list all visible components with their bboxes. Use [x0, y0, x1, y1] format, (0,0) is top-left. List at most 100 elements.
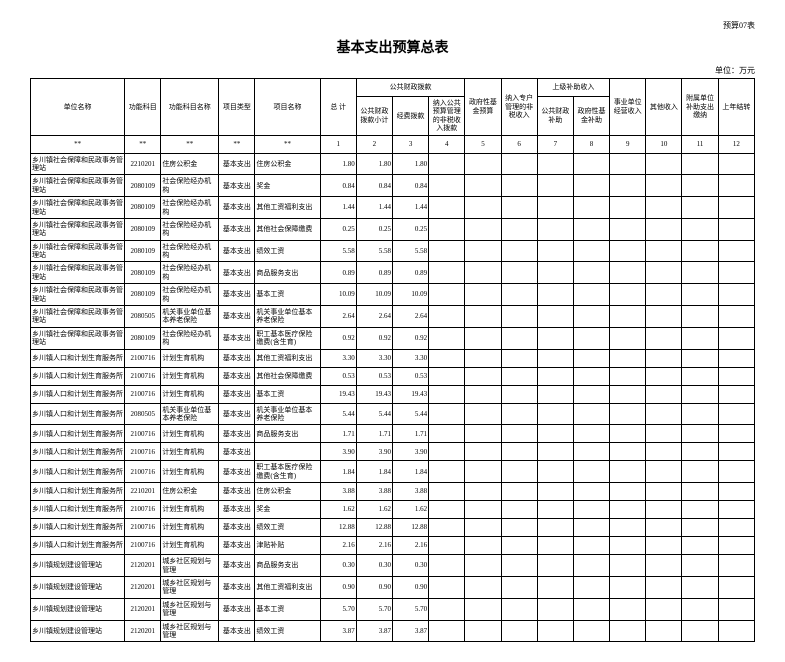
cell — [718, 425, 754, 443]
cell: 1.84 — [392, 461, 428, 483]
cell: 0.84 — [392, 175, 428, 197]
h-upper: 上级补助收入 — [537, 79, 609, 97]
cell — [501, 425, 537, 443]
cell: 5.70 — [356, 598, 392, 620]
cell: 1.44 — [320, 197, 356, 219]
cell — [682, 240, 718, 262]
cell: 19.43 — [392, 385, 428, 403]
cell — [610, 576, 646, 598]
table-row: 乡川镇规划建设管理站2120201城乡社区规划与管理基本支出商品服务支出0.30… — [31, 555, 755, 577]
cell — [610, 218, 646, 240]
cell — [537, 175, 573, 197]
index-cell: 1 — [320, 135, 356, 153]
cell — [646, 537, 682, 555]
cell — [646, 284, 682, 306]
cell: 基本支出 — [219, 306, 255, 328]
h-horiz: 附属单位补助支出缴纳 — [682, 79, 718, 136]
index-cell: ** — [219, 135, 255, 153]
cell: 19.43 — [356, 385, 392, 403]
table-row: 乡川镇人口和计划生育服务所2100716计划生育机构基本支出商品服务支出1.71… — [31, 425, 755, 443]
cell — [429, 306, 465, 328]
cell — [501, 197, 537, 219]
cell — [646, 483, 682, 501]
table-row: 乡川镇人口和计划生育服务所2100716计划生育机构基本支出绩效工资12.881… — [31, 519, 755, 537]
cell — [573, 306, 609, 328]
cell: 2.16 — [320, 537, 356, 555]
cell — [718, 218, 754, 240]
cell: 奖金 — [255, 501, 320, 519]
cell — [465, 197, 501, 219]
cell: 2100716 — [125, 367, 161, 385]
cell — [682, 349, 718, 367]
cell — [429, 483, 465, 501]
cell: 0.92 — [392, 327, 428, 349]
cell — [718, 284, 754, 306]
cell: 基本支出 — [219, 327, 255, 349]
h-func-code: 功能科目 — [125, 79, 161, 136]
cell: 2080505 — [125, 306, 161, 328]
cell: 社会保险经办机构 — [161, 262, 219, 284]
cell — [646, 620, 682, 642]
cell: 5.70 — [320, 598, 356, 620]
cell: 乡川镇人口和计划生育服务所 — [31, 461, 125, 483]
table-row: 乡川镇规划建设管理站2120201城乡社区规划与管理基本支出基本工资5.705.… — [31, 598, 755, 620]
cell: 乡川镇人口和计划生育服务所 — [31, 483, 125, 501]
cell: 2210201 — [125, 483, 161, 501]
cell — [501, 385, 537, 403]
cell: 基本工资 — [255, 284, 320, 306]
cell — [718, 537, 754, 555]
cell — [501, 403, 537, 425]
cell: 3.30 — [356, 349, 392, 367]
cell: 5.44 — [392, 403, 428, 425]
cell: 其他工资福利支出 — [255, 576, 320, 598]
cell: 5.58 — [392, 240, 428, 262]
cell: 0.30 — [392, 555, 428, 577]
cell: 1.71 — [356, 425, 392, 443]
cell — [682, 425, 718, 443]
cell — [465, 483, 501, 501]
cell: 基本支出 — [219, 483, 255, 501]
cell — [501, 576, 537, 598]
h-gov-fund: 政府性基金预算 — [465, 79, 501, 136]
cell — [646, 461, 682, 483]
cell: 机关事业单位基本养老保险 — [255, 403, 320, 425]
cell — [610, 153, 646, 175]
cell — [682, 153, 718, 175]
cell — [501, 175, 537, 197]
cell: 10.09 — [392, 284, 428, 306]
cell: 城乡社区规划与管理 — [161, 555, 219, 577]
table-row: 乡川镇社会保障和民政事务管理站2080109社会保险经办机构基本支出其他工资福利… — [31, 197, 755, 219]
cell: 2100716 — [125, 461, 161, 483]
index-cell: 12 — [718, 135, 754, 153]
cell — [501, 262, 537, 284]
cell: 绩效工资 — [255, 240, 320, 262]
table-row: 乡川镇社会保障和民政事务管理站2080505机关事业单位基本养老保险基本支出机关… — [31, 306, 755, 328]
cell: 城乡社区规划与管理 — [161, 576, 219, 598]
cell: 住房公积金 — [255, 483, 320, 501]
cell: 乡川镇规划建设管理站 — [31, 576, 125, 598]
cell — [573, 483, 609, 501]
cell — [646, 555, 682, 577]
cell: 2080109 — [125, 327, 161, 349]
cell: 1.62 — [392, 501, 428, 519]
cell: 社会保险经办机构 — [161, 175, 219, 197]
cell — [646, 367, 682, 385]
index-cell: ** — [255, 135, 320, 153]
cell — [646, 153, 682, 175]
h-sp-acct: 纳入专户管理的非税收入 — [501, 79, 537, 136]
h-carry: 上年结转 — [718, 79, 754, 136]
cell — [682, 385, 718, 403]
cell — [537, 576, 573, 598]
cell: 乡川镇社会保障和民政事务管理站 — [31, 175, 125, 197]
cell — [429, 598, 465, 620]
cell: 2080109 — [125, 262, 161, 284]
cell — [573, 175, 609, 197]
cell: 2.64 — [320, 306, 356, 328]
cell — [610, 197, 646, 219]
cell: 2100716 — [125, 385, 161, 403]
table-row: 乡川镇社会保障和民政事务管理站2080109社会保险经办机构基本支出其他社会保障… — [31, 218, 755, 240]
cell — [465, 284, 501, 306]
cell: 乡川镇社会保障和民政事务管理站 — [31, 218, 125, 240]
cell — [429, 262, 465, 284]
cell — [682, 519, 718, 537]
